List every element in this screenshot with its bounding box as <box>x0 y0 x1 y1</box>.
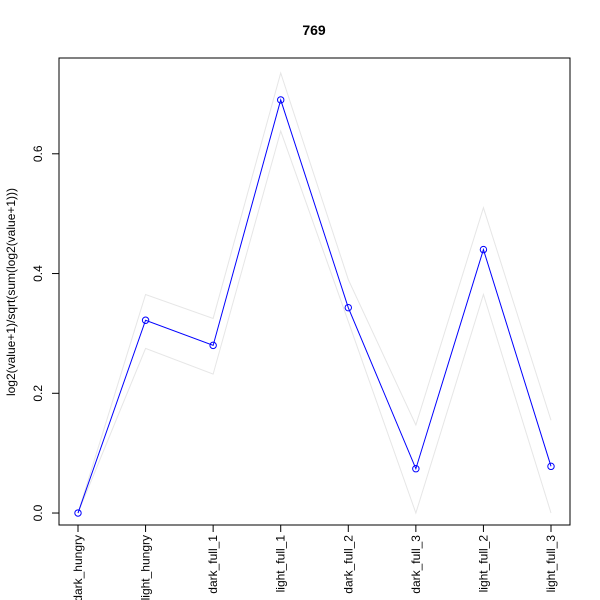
y-axis-label: log2(value+1)/sqrt(sum(log2(value+1))) <box>4 188 18 396</box>
y-tick-label: 0.0 <box>31 504 45 521</box>
data-point-light_full_2 <box>479 245 488 254</box>
data-point-light_full_1 <box>277 96 285 104</box>
x-tick-label: light_full_3 <box>544 535 558 593</box>
chart-title: 769 <box>302 22 326 38</box>
x-tick-label: light_full_2 <box>476 535 490 593</box>
main-series <box>74 96 555 517</box>
data-point-dark_full_2 <box>344 303 352 312</box>
x-tick-label: dark_full_3 <box>409 535 423 594</box>
x-tick-label: dark_full_1 <box>206 535 220 594</box>
x-axis: dark_hungry light_hungry dark_full_1 light_… <box>71 524 558 600</box>
band-lines <box>77 71 552 515</box>
y-tick-label: 0.2 <box>31 385 45 402</box>
y-axis: 0.0 0.2 0.4 0.6 <box>31 145 60 521</box>
upper-band-line <box>77 71 552 514</box>
data-point-light_hungry <box>141 316 150 324</box>
data-point-light_full_3 <box>547 462 555 471</box>
x-tick-label: dark_full_2 <box>341 535 355 594</box>
y-tick-label: 0.6 <box>31 145 45 162</box>
lower-band-line <box>77 129 552 515</box>
x-tick-label: light_full_1 <box>274 535 288 593</box>
main-series-line <box>77 98 552 514</box>
x-tick-label: light_hungry <box>139 535 153 600</box>
y-tick-label: 0.4 <box>31 265 45 282</box>
data-point-dark_hungry <box>74 509 82 517</box>
data-point-dark_full_3 <box>412 465 420 473</box>
data-point-dark_full_1 <box>209 341 217 350</box>
plot-frame <box>58 57 571 526</box>
x-tick-label: dark_hungry <box>71 535 85 600</box>
